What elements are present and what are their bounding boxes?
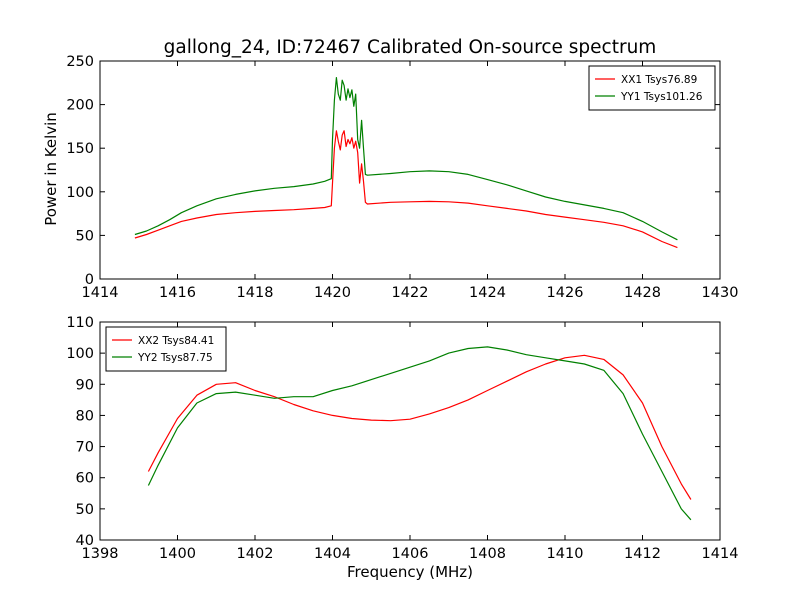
top-legend-box: [588, 65, 716, 111]
bottom-series-line-1: [147, 354, 692, 500]
top-x-tick-label: 1420: [314, 285, 351, 301]
bottom-spectrum-panel: Frequency (MHz) 1398 1400 1402 1404 1406 1408…: [66, 315, 738, 581]
bottom-x-tick-label: 1408: [469, 546, 506, 562]
bottom-x-tick-label: 1404: [314, 546, 351, 562]
bottom-x-tick-label: 1412: [624, 546, 661, 562]
top-y-axis-label: Power in Kelvin: [42, 112, 60, 226]
chart-title: gallong_24, ID:72467 Calibrated On-sourc…: [164, 37, 657, 58]
bottom-y-tick-label: 110: [66, 315, 94, 331]
top-x-tick-label: 1426: [547, 285, 584, 301]
top-x-tick-label: 1418: [237, 285, 274, 301]
top-series-line-2: [134, 76, 678, 241]
bottom-y-tick-label: 40: [76, 533, 94, 549]
bottom-x-tick-label: 1410: [547, 546, 584, 562]
top-x-tick-label: 1428: [624, 285, 661, 301]
bottom-x-tick-label: 1400: [159, 546, 196, 562]
top-y-tick-label: 100: [66, 185, 94, 201]
bottom-series-line-2: [147, 346, 692, 521]
x-axis-label: Frequency (MHz): [347, 563, 473, 581]
top-legend-label-2: YY1 Tsys101.26: [620, 91, 703, 103]
top-y-tick-label: 200: [66, 98, 94, 114]
top-y-tick-label: 150: [66, 141, 94, 157]
bottom-y-tick-label: 90: [76, 377, 94, 393]
bottom-y-tick-label: 100: [66, 346, 94, 362]
bottom-legend-box: [105, 326, 227, 372]
top-x-tick-label: 1430: [702, 285, 739, 301]
top-x-tick-label: 1414: [82, 285, 119, 301]
bottom-legend-label-1: XX2 Tsys84.41: [138, 335, 214, 347]
bottom-x-tick-label: 1406: [392, 546, 429, 562]
bottom-y-tick-label: 60: [76, 471, 94, 487]
bottom-x-tick-label: 1398: [82, 546, 119, 562]
bottom-y-tick-label: 80: [76, 408, 94, 424]
bottom-y-tick-label: 50: [76, 502, 94, 518]
top-spectrum-panel: Power in Kelvin 1414 1416 1418 1420 1422 1424…: [42, 54, 738, 301]
bottom-x-tick-label: 1402: [237, 546, 274, 562]
top-series-line-1: [134, 130, 678, 249]
top-y-tick-label: 250: [66, 54, 94, 70]
top-y-tick-label: 50: [76, 228, 94, 244]
bottom-legend-label-2: YY2 Tsys87.75: [137, 352, 213, 364]
top-x-tick-label: 1416: [159, 285, 196, 301]
top-x-tick-label: 1422: [392, 285, 429, 301]
top-y-tick-label: 0: [85, 272, 94, 288]
top-legend-label-1: XX1 Tsys76.89: [621, 74, 697, 86]
bottom-x-tick-label: 1414: [702, 546, 739, 562]
bottom-y-tick-label: 70: [76, 440, 94, 456]
top-x-tick-label: 1424: [469, 285, 506, 301]
